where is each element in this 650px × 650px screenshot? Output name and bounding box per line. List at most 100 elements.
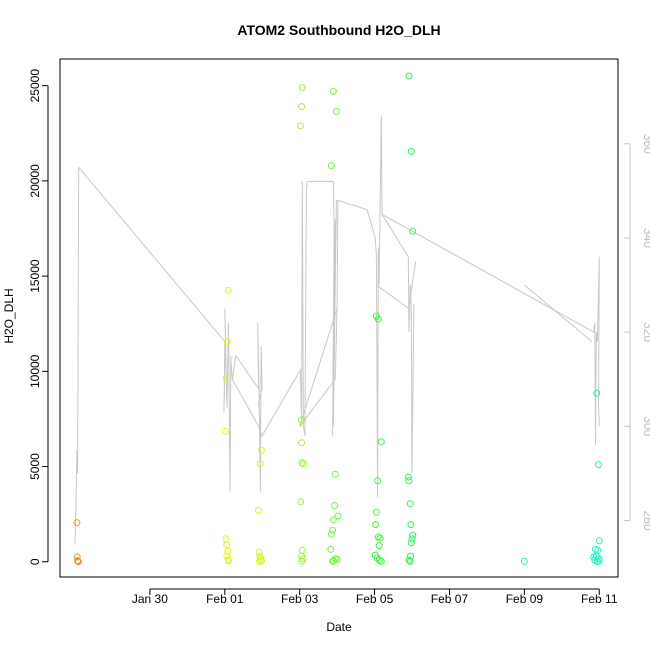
data-point — [332, 107, 340, 115]
data-point — [377, 438, 385, 446]
x-axis: Jan 30 Feb 01 Feb 03 Feb 05 Feb 07 Feb 09 Feb … — [132, 588, 618, 606]
data-point — [375, 542, 383, 550]
data-point — [372, 521, 380, 529]
data-point — [405, 72, 413, 80]
secondary-line-segment — [78, 166, 263, 493]
data-point — [409, 531, 417, 539]
data-point — [298, 546, 306, 554]
data-point — [255, 548, 263, 556]
right-y-tick-label: 280 — [641, 510, 650, 530]
data-point — [225, 286, 232, 294]
data-point — [408, 535, 416, 543]
data-point — [329, 516, 337, 524]
x-tick-label: Feb 03 — [281, 592, 319, 606]
y-tick-label: 0 — [28, 558, 42, 565]
x-tick-label: Feb 09 — [506, 592, 544, 606]
data-point — [258, 446, 265, 454]
data-point — [374, 477, 382, 485]
data-point — [73, 519, 81, 527]
data-point — [406, 500, 414, 508]
data-point — [331, 502, 338, 510]
secondary-line-segment — [524, 284, 593, 342]
data-point — [329, 557, 337, 565]
data-point — [327, 545, 335, 553]
x-tick-label: Feb 11 — [581, 592, 618, 606]
x-tick-label: Feb 05 — [356, 592, 394, 606]
data-point — [222, 535, 230, 543]
data-point — [405, 556, 413, 564]
secondary-line-layer — [74, 115, 600, 545]
data-point — [376, 534, 384, 542]
data-point — [406, 557, 414, 565]
data-point — [298, 557, 306, 565]
data-point — [297, 498, 305, 506]
data-point — [375, 556, 383, 564]
data-point — [329, 87, 337, 95]
x-axis-label: Date — [326, 620, 352, 634]
data-point — [223, 338, 231, 346]
data-point — [298, 439, 306, 447]
data-point — [593, 389, 601, 397]
secondary-line-segment — [231, 180, 339, 437]
data-point — [222, 374, 230, 382]
scatter-points-layer — [73, 72, 603, 566]
data-point — [409, 227, 417, 235]
y-tick-label: 5000 — [28, 453, 42, 480]
data-point — [299, 460, 307, 468]
data-point — [298, 84, 306, 92]
data-point — [297, 416, 305, 424]
data-point — [222, 427, 229, 435]
x-tick-label: Jan 30 — [132, 592, 168, 606]
y-tick-label: 15000 — [28, 259, 42, 293]
right-y-tick-label: 340 — [641, 228, 650, 248]
data-point — [372, 508, 380, 516]
secondary-line-segment — [337, 115, 415, 497]
data-point — [224, 547, 232, 555]
data-point — [373, 554, 381, 562]
plot-area-frame — [59, 58, 619, 578]
data-point — [331, 470, 339, 478]
chart-title: ATOM2 Southbound H2O_DLH — [237, 22, 440, 38]
data-point — [377, 557, 385, 565]
data-point — [334, 512, 342, 520]
secondary-line-segment — [74, 167, 80, 545]
y-tick-label: 20000 — [28, 164, 42, 198]
secondary-line-segment — [376, 261, 417, 310]
data-point — [520, 557, 528, 565]
right-y-tick-label: 320 — [641, 322, 650, 342]
data-point — [328, 162, 335, 170]
data-point — [333, 556, 341, 563]
data-point — [256, 552, 264, 560]
data-point — [225, 557, 232, 565]
x-tick-label: Feb 01 — [206, 592, 244, 606]
y-tick-label: 25000 — [28, 69, 42, 103]
data-point — [328, 530, 335, 538]
data-point — [374, 315, 382, 323]
y-axis-label: H2O_DLH — [2, 288, 16, 343]
data-point — [407, 539, 415, 547]
data-point — [296, 122, 304, 130]
right-y-axis: 280 300 320 340 360 — [624, 134, 650, 531]
data-point — [407, 521, 415, 529]
right-y-tick-label: 300 — [641, 416, 650, 436]
y-tick-label: 10000 — [28, 354, 42, 388]
right-y-tick-label: 360 — [641, 134, 650, 154]
data-point — [329, 526, 337, 534]
y-axis: 0 5000 10000 15000 20000 25000 — [28, 69, 49, 565]
data-point — [329, 557, 337, 565]
data-point — [256, 557, 264, 565]
data-point — [404, 473, 412, 481]
data-point — [256, 460, 264, 468]
data-point — [223, 541, 231, 549]
data-point — [407, 147, 415, 155]
data-point — [405, 477, 413, 485]
secondary-line-segment — [381, 213, 600, 446]
data-point — [298, 459, 306, 467]
data-point — [595, 537, 603, 545]
data-point — [407, 552, 414, 560]
x-tick-label: Feb 07 — [431, 592, 469, 606]
data-point — [73, 553, 81, 561]
data-point — [298, 103, 306, 111]
data-point — [255, 506, 262, 514]
